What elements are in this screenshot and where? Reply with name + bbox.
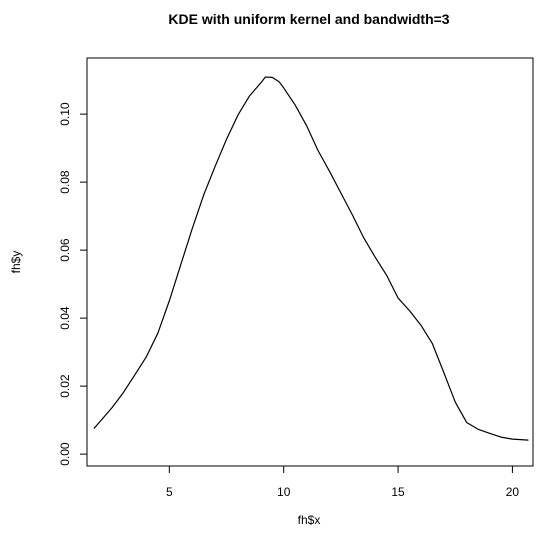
x-axis: 5 10 15 20 <box>166 466 519 499</box>
y-tick-label: 0.00 <box>58 442 72 466</box>
chart-title: KDE with uniform kernel and bandwidth=3 <box>168 11 449 27</box>
x-tick-label: 5 <box>166 485 173 499</box>
y-tick-label: 0.06 <box>58 238 72 262</box>
x-tick-label: 15 <box>391 485 405 499</box>
y-tick-label: 0.04 <box>58 306 72 330</box>
plot-frame <box>86 57 534 467</box>
x-axis-label: fh$x <box>298 513 321 527</box>
plot-lines <box>93 76 529 441</box>
y-tick-label: 0.10 <box>58 102 72 126</box>
x-tick-label: 20 <box>506 485 520 499</box>
y-tick-label: 0.08 <box>58 170 72 194</box>
y-tick-label: 0.02 <box>58 374 72 398</box>
x-tick-label: 10 <box>277 485 291 499</box>
y-axis: 0.00 0.02 0.04 0.06 0.08 0.10 <box>58 102 87 466</box>
density-line <box>93 76 529 441</box>
y-axis-label: fh$y <box>9 251 23 274</box>
